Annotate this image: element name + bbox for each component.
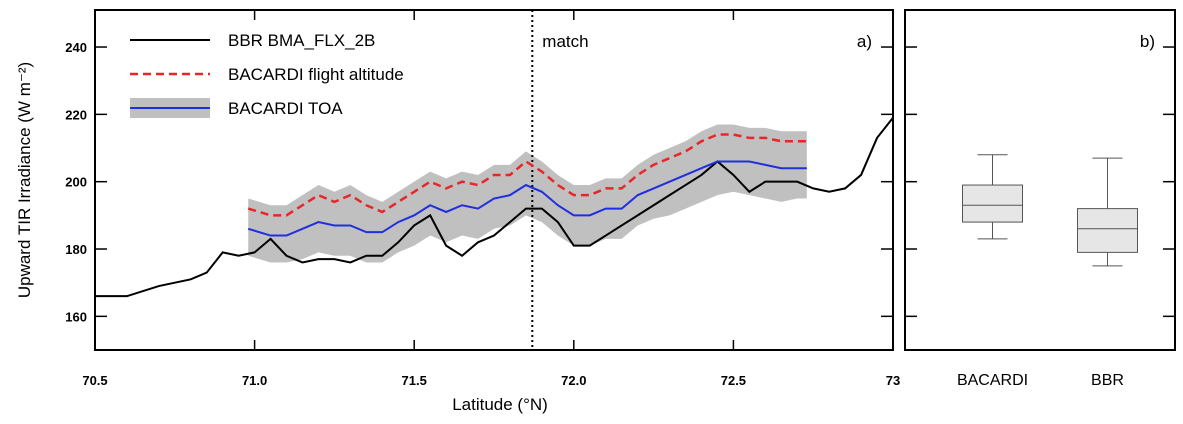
- y-tick-label: 180: [65, 242, 87, 257]
- x-axis-label: Latitude (°N): [452, 395, 548, 414]
- legend-label: BACARDI flight altitude: [228, 65, 404, 84]
- x-tick-label: 72.0: [561, 373, 586, 388]
- y-tick-label: 220: [65, 107, 87, 122]
- series-line: [247, 160, 807, 237]
- x-tick-label: BBR: [1091, 372, 1124, 389]
- y-tick-label: 200: [65, 175, 87, 190]
- panel-label: a): [857, 32, 872, 51]
- box: [962, 184, 1023, 223]
- x-tick-label: 71.0: [242, 373, 267, 388]
- y-axis-label: Upward TIR Irradiance (W m⁻²): [15, 62, 34, 298]
- series-line: [95, 117, 894, 298]
- y-tick-label: 160: [65, 309, 87, 324]
- series-line: [247, 133, 807, 217]
- match-label: match: [542, 32, 588, 51]
- uncertainty-band: [248, 124, 807, 263]
- legend-label: BBR BMA_FLX_2B: [228, 31, 375, 50]
- panel-label: b): [1140, 32, 1155, 51]
- x-tick-label: 71.5: [402, 373, 427, 388]
- plot-frame: [904, 9, 1176, 351]
- legend-label: BACARDI TOA: [228, 99, 343, 118]
- x-tick-label: 73: [886, 373, 900, 388]
- box: [1077, 208, 1138, 253]
- x-tick-label: 72.5: [721, 373, 746, 388]
- x-tick-label: 70.5: [82, 373, 107, 388]
- plot-frame: [94, 9, 894, 351]
- y-tick-label: 240: [65, 40, 87, 55]
- x-tick-label: BACARDI: [957, 372, 1028, 389]
